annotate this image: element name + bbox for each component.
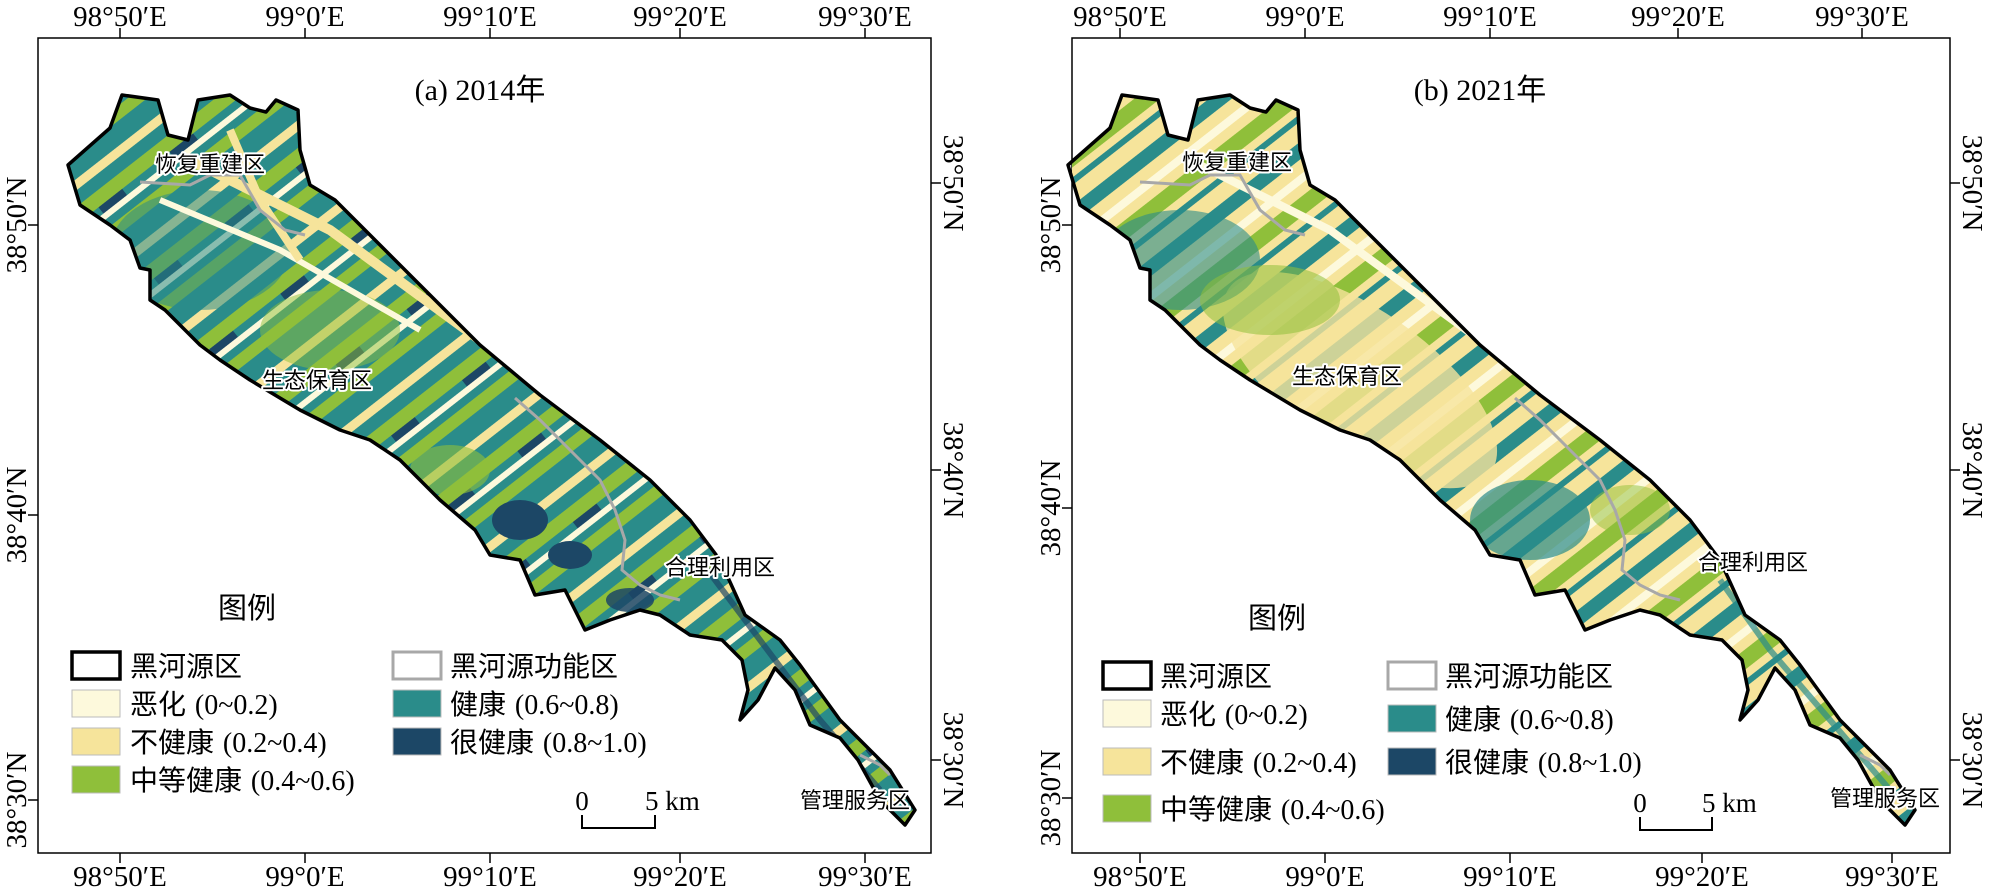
x-tick-top-3: 99°10′E [1443, 1, 1537, 33]
y-tick-left-2: 38°40′N [1035, 460, 1067, 557]
legend-label-class-4: 健康 (0.6~0.8) [1445, 703, 1614, 736]
region-boundary [66, 93, 917, 827]
panel-title: (a) 2014年 [415, 74, 546, 107]
legend-label-class-1: 恶化 (0~0.2) [130, 688, 278, 721]
legend-swatch-class-1 [1102, 699, 1152, 728]
legend-swatch-class-1 [71, 689, 121, 718]
legend-title: 图例 [218, 591, 276, 625]
legend-swatch-function-zone [1386, 660, 1438, 691]
tick-marks [1062, 28, 1960, 863]
zone-label-rational-use: 合理利用区 [1698, 551, 1808, 576]
y-tick-right-1: 38°50′N [1956, 135, 1988, 232]
x-tick-top-5: 99°30′E [1815, 1, 1909, 33]
legend-label-function-zone: 黑河源功能区 [450, 650, 618, 683]
map-2014-svg: 98°50′E 99°0′E 99°10′E 99°20′E 99°30′E 9… [1, 1, 969, 891]
scale-distance: 5 km [645, 786, 700, 816]
map-frame [37, 37, 932, 854]
scale-bar: 0 5 km [575, 786, 700, 829]
scale-distance: 5 km [1702, 788, 1757, 818]
legend-label-class-5: 很健康 (0.8~1.0) [450, 726, 647, 759]
x-tick-bottom-5: 99°30′E [1845, 861, 1939, 891]
legend-swatch-function-zone [391, 650, 443, 681]
legend-swatch-class-2 [71, 727, 121, 756]
y-tick-right-3: 38°30′N [1956, 712, 1988, 809]
zone-label-ecological: 生态保育区 [262, 369, 372, 394]
y-tick-right-1: 38°50′N [937, 135, 969, 232]
x-tick-top-5: 99°30′E [818, 1, 912, 33]
x-tick-top-1: 98°50′E [73, 1, 167, 33]
legend-label-class-2: 不健康 (0.2~0.4) [130, 726, 327, 759]
legend-swatch-class-3 [71, 765, 121, 794]
x-tick-bottom-5: 99°30′E [818, 861, 912, 891]
legend-swatch-class-5 [392, 727, 442, 756]
x-tick-top-4: 99°20′E [633, 1, 727, 33]
legend-label-class-3: 中等健康 (0.4~0.6) [130, 764, 355, 797]
zone-label-ecological: 生态保育区 [1292, 365, 1402, 390]
legend-swatch-class-4 [392, 689, 442, 718]
legend-swatch-class-2 [1102, 747, 1152, 776]
function-zone-line-1 [139, 173, 306, 237]
x-tick-bottom-4: 99°20′E [1655, 861, 1749, 891]
legend-label-boundary: 黑河源区 [130, 650, 242, 683]
y-tick-left-1: 38°50′N [1035, 177, 1067, 274]
function-zone-line-3 [859, 753, 892, 777]
x-tick-top-4: 99°20′E [1631, 1, 1725, 33]
scale-bar: 0 5 km [1633, 788, 1757, 831]
zone-label-restoration: 恢复重建区 [1182, 151, 1292, 176]
y-tick-right-2: 38°40′N [1956, 422, 1988, 519]
x-tick-bottom-3: 99°10′E [1463, 861, 1557, 891]
y-tick-left-3: 38°30′N [1035, 750, 1067, 847]
function-zone-line-1 [1139, 173, 1306, 237]
legend-swatch-boundary [70, 650, 122, 681]
panel-title: (b) 2021年 [1414, 74, 1546, 107]
x-tick-bottom-1: 98°50′E [73, 861, 167, 891]
y-tick-left-1: 38°50′N [1, 177, 33, 274]
y-tick-left-3: 38°30′N [1, 752, 33, 849]
legend: 图例 黑河源区 恶化 (0~0.2) 不健康 (0.2~0.4) 中等健康 (0… [1101, 601, 1642, 826]
legend-swatch-class-4 [1387, 704, 1437, 733]
legend-label-function-zone: 黑河源功能区 [1445, 660, 1613, 693]
map-2021-svg: 98°50′E 99°0′E 99°10′E 99°20′E 99°30′E 9… [1035, 1, 1988, 891]
map-panel-2021: 98°50′E 99°0′E 99°10′E 99°20′E 99°30′E 9… [1030, 0, 2000, 891]
scale-zero: 0 [575, 786, 589, 816]
x-tick-top-1: 98°50′E [1073, 1, 1167, 33]
legend-title: 图例 [1248, 601, 1306, 635]
x-tick-bottom-4: 99°20′E [633, 861, 727, 891]
legend-label-boundary: 黑河源区 [1160, 660, 1272, 693]
x-tick-top-3: 99°10′E [443, 1, 537, 33]
legend: 图例 黑河源区 恶化 (0~0.2) 不健康 (0.2~0.4) 中等健康 (0… [70, 591, 647, 797]
scale-zero: 0 [1633, 788, 1647, 818]
legend-label-class-2: 不健康 (0.2~0.4) [1160, 746, 1357, 779]
y-tick-right-3: 38°30′N [937, 712, 969, 809]
function-zone-line-2 [514, 396, 681, 602]
function-zone-line-2 [1514, 396, 1681, 602]
legend-swatch-boundary [1101, 660, 1153, 691]
region-boundary [1066, 93, 1917, 827]
legend-swatch-class-5 [1387, 747, 1437, 776]
zone-label-restoration: 恢复重建区 [155, 153, 265, 178]
function-zone-line-3 [1859, 753, 1892, 777]
tick-marks [28, 28, 941, 863]
x-tick-top-2: 99°0′E [265, 1, 344, 33]
x-tick-bottom-2: 99°0′E [1285, 861, 1364, 891]
zone-label-management: 管理服务区 [1830, 787, 1940, 812]
map-frame [1071, 37, 1951, 854]
zone-label-rational-use: 合理利用区 [665, 556, 775, 581]
x-tick-bottom-3: 99°10′E [443, 861, 537, 891]
y-tick-right-2: 38°40′N [937, 422, 969, 519]
legend-label-class-5: 很健康 (0.8~1.0) [1445, 746, 1642, 779]
x-tick-bottom-1: 98°50′E [1093, 861, 1187, 891]
y-tick-left-2: 38°40′N [1, 467, 33, 564]
map-panel-2014: 98°50′E 99°0′E 99°10′E 99°20′E 99°30′E 9… [1, 1, 969, 891]
legend-swatch-class-3 [1102, 794, 1152, 823]
x-tick-bottom-2: 99°0′E [265, 861, 344, 891]
legend-label-class-3: 中等健康 (0.4~0.6) [1160, 793, 1385, 826]
zone-label-management: 管理服务区 [800, 789, 910, 814]
x-tick-top-2: 99°0′E [1265, 1, 1344, 33]
legend-label-class-4: 健康 (0.6~0.8) [450, 688, 619, 721]
legend-label-class-1: 恶化 (0~0.2) [1160, 698, 1308, 731]
